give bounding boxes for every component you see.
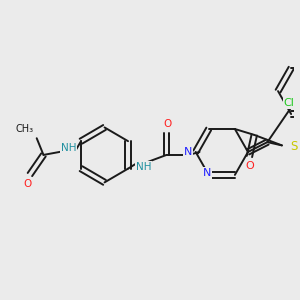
Text: N: N — [202, 168, 211, 178]
Text: Cl: Cl — [284, 98, 295, 108]
Text: CH₃: CH₃ — [15, 124, 33, 134]
Text: NH: NH — [61, 143, 76, 153]
Text: NH: NH — [136, 162, 151, 172]
Text: N: N — [184, 147, 192, 157]
Text: O: O — [245, 161, 254, 171]
Text: O: O — [24, 179, 32, 189]
Text: S: S — [290, 140, 297, 153]
Text: O: O — [164, 119, 172, 130]
